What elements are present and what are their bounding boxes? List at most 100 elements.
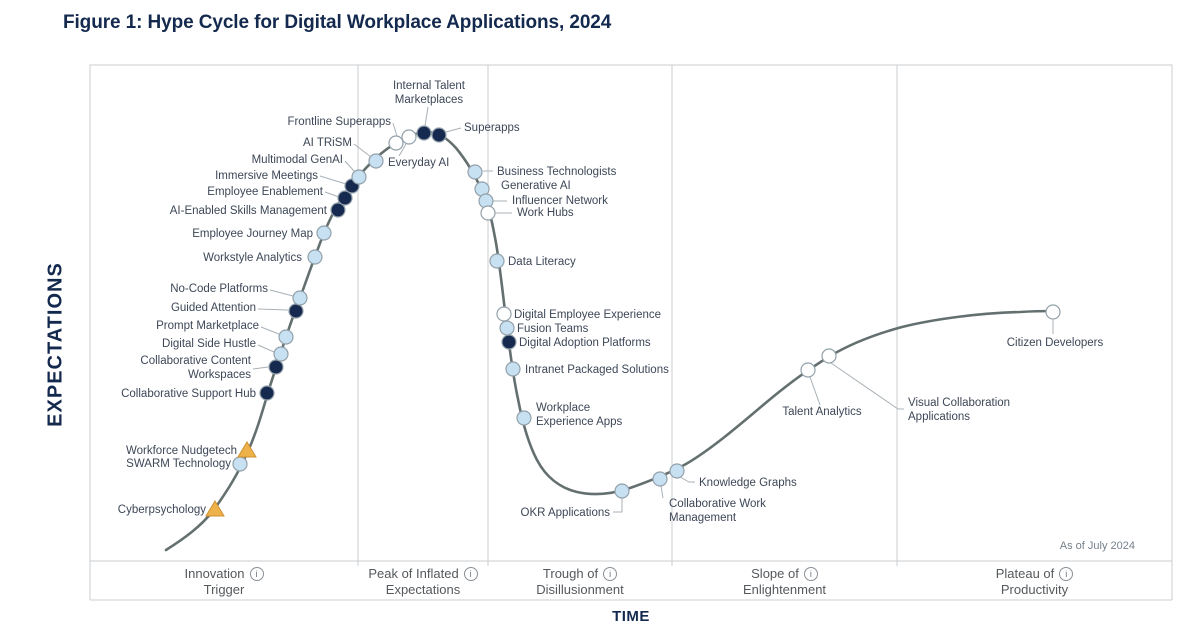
phase-label-innovation-trigger: Innovation i Trigger [114, 566, 334, 598]
plot-frame [89, 64, 1173, 562]
point-label-workforce-nudgetech: Workforce Nudgetech [126, 445, 237, 457]
phase-label-line1: Innovation [184, 566, 245, 581]
point-marker-guided-attention [288, 303, 304, 319]
point-label-ai-enabled-skills-management: AI-Enabled Skills Management [170, 205, 328, 217]
point-marker-workstyle-analytics [307, 249, 323, 265]
leader-line-superapps [445, 127, 462, 133]
point-label-fusion-teams: Fusion Teams [517, 323, 589, 335]
leader-line-prompt-marketplace [260, 326, 280, 335]
point-label-employee-journey-map: Employee Journey Map [192, 228, 313, 240]
point-label-data-literacy: Data Literacy [508, 256, 576, 268]
point-marker-data-literacy [489, 253, 505, 269]
leader-line-no-code-platforms [269, 289, 294, 297]
point-label-okr-applications: OKR Applications [521, 507, 611, 519]
leader-line-knowledge-graphs [679, 476, 695, 483]
point-marker-swarm-technology [232, 456, 248, 472]
leader-line-ai-trism [353, 143, 372, 158]
point-marker-intranet-packaged-solutions [505, 361, 521, 377]
info-icon[interactable]: i [1059, 567, 1074, 581]
point-label-visual-collaboration-applications: Visual Collaboration Applications [908, 397, 1010, 423]
point-label-employee-enablement: Employee Enablement [207, 186, 324, 198]
leader-line-employee-enablement [324, 191, 340, 198]
leader-line-immersive-meetings [319, 175, 347, 185]
point-marker-talent-analytics [800, 362, 816, 378]
leader-line-everyday-ai [398, 143, 407, 157]
point-label-immersive-meetings: Immersive Meetings [215, 170, 318, 182]
point-label-collaborative-work-management: Collaborative Work Management [669, 498, 766, 524]
leader-line-talent-analytics [809, 376, 821, 406]
leader-line-guided-attention [257, 308, 289, 311]
info-icon[interactable]: i [603, 567, 618, 581]
leader-line-collaborative-work-management [660, 485, 664, 499]
phase-label-line2: Expectations [385, 582, 461, 597]
point-label-internal-talent-marketplaces: Internal Talent Marketplaces [393, 80, 466, 106]
point-marker-superapps [431, 127, 447, 143]
point-marker-workplace-experience-apps [516, 410, 532, 426]
point-marker-collaborative-work-management [652, 471, 668, 487]
point-label-workplace-experience-apps: Workplace Experience Apps [536, 402, 623, 428]
leader-line-multimodal-genai [344, 160, 356, 173]
point-label-frontline-superapps: Frontline Superapps [287, 116, 391, 128]
point-label-guided-attention: Guided Attention [171, 302, 256, 314]
point-label-knowledge-graphs: Knowledge Graphs [699, 477, 797, 489]
point-label-everyday-ai: Everyday AI [388, 157, 449, 169]
leader-line-collaborative-content-workspaces [252, 366, 269, 370]
point-label-no-code-platforms: No-Code Platforms [170, 283, 268, 295]
point-marker-workforce-nudgetech [237, 441, 257, 458]
phase-label-line1: Slope of [751, 566, 799, 581]
point-marker-employee-enablement [337, 190, 353, 206]
point-label-influencer-network: Influencer Network [512, 195, 608, 207]
point-label-workstyle-analytics: Workstyle Analytics [203, 252, 302, 264]
leader-line-visual-collaboration-applications [830, 362, 904, 410]
point-marker-digital-adoption-platforms [501, 334, 517, 350]
point-marker-cyberpsychology [205, 500, 225, 517]
point-marker-prompt-marketplace [278, 329, 294, 345]
phase-label-line2: Disillusionment [536, 582, 624, 597]
point-marker-business-technologists [467, 164, 483, 180]
phase-label-line1: Peak of Inflated [368, 566, 459, 581]
point-label-digital-side-hustle: Digital Side Hustle [162, 338, 256, 350]
point-label-citizen-developers: Citizen Developers [1007, 337, 1104, 349]
point-marker-citizen-developers [1045, 304, 1061, 320]
point-marker-digital-side-hustle [273, 346, 289, 362]
point-label-prompt-marketplace: Prompt Marketplace [156, 320, 259, 332]
point-marker-okr-applications [614, 483, 630, 499]
info-icon[interactable]: i [249, 567, 264, 581]
point-marker-ai-enabled-skills-management [330, 202, 346, 218]
point-marker-visual-collaboration-applications [821, 348, 837, 364]
point-marker-collaborative-content-workspaces [268, 359, 284, 375]
phase-label-line1: Plateau of [995, 566, 1055, 581]
phase-label-line2: Productivity [1000, 582, 1069, 597]
point-label-digital-employee-experience: Digital Employee Experience [514, 309, 661, 321]
point-label-swarm-technology: SWARM Technology [126, 458, 231, 470]
leader-line-frontline-superapps [392, 122, 398, 137]
leader-line-internal-talent-marketplaces [424, 106, 429, 127]
point-marker-collaborative-support-hub [259, 385, 275, 401]
point-label-business-technologists: Business Technologists [497, 166, 617, 178]
figure-title: Figure 1: Hype Cycle for Digital Workpla… [63, 12, 612, 33]
info-icon[interactable]: i [463, 567, 478, 581]
point-marker-frontline-superapps [388, 135, 404, 151]
phase-label-slope-of-enlightenment: Slope of i Enlightenment [675, 566, 895, 598]
point-label-superapps: Superapps [464, 122, 520, 134]
as-of-date: As of July 2024 [1059, 540, 1135, 552]
leader-line-okr-applications [613, 498, 623, 513]
phase-label-line2: Trigger [203, 582, 245, 597]
point-marker-multimodal-genai [351, 169, 367, 185]
point-label-intranet-packaged-solutions: Intranet Packaged Solutions [525, 364, 669, 376]
info-icon[interactable]: i [803, 567, 818, 581]
phase-label-line2: Enlightenment [742, 582, 827, 597]
point-marker-employee-journey-map [316, 225, 332, 241]
phase-label-peak-of-inflated-expectations: Peak of Inflated i Expectations [313, 566, 533, 598]
point-label-work-hubs: Work Hubs [517, 207, 574, 219]
phase-label-plateau-of-productivity: Plateau of i Productivity [925, 566, 1145, 598]
point-label-talent-analytics: Talent Analytics [782, 406, 862, 418]
x-axis-label: TIME [612, 608, 650, 625]
point-label-ai-trism: AI TRiSM [303, 137, 352, 149]
point-marker-internal-talent-marketplaces [416, 125, 432, 141]
point-label-collaborative-support-hub: Collaborative Support Hub [121, 388, 256, 400]
point-marker-everyday-ai [401, 129, 417, 145]
point-marker-digital-employee-experience [496, 306, 512, 322]
